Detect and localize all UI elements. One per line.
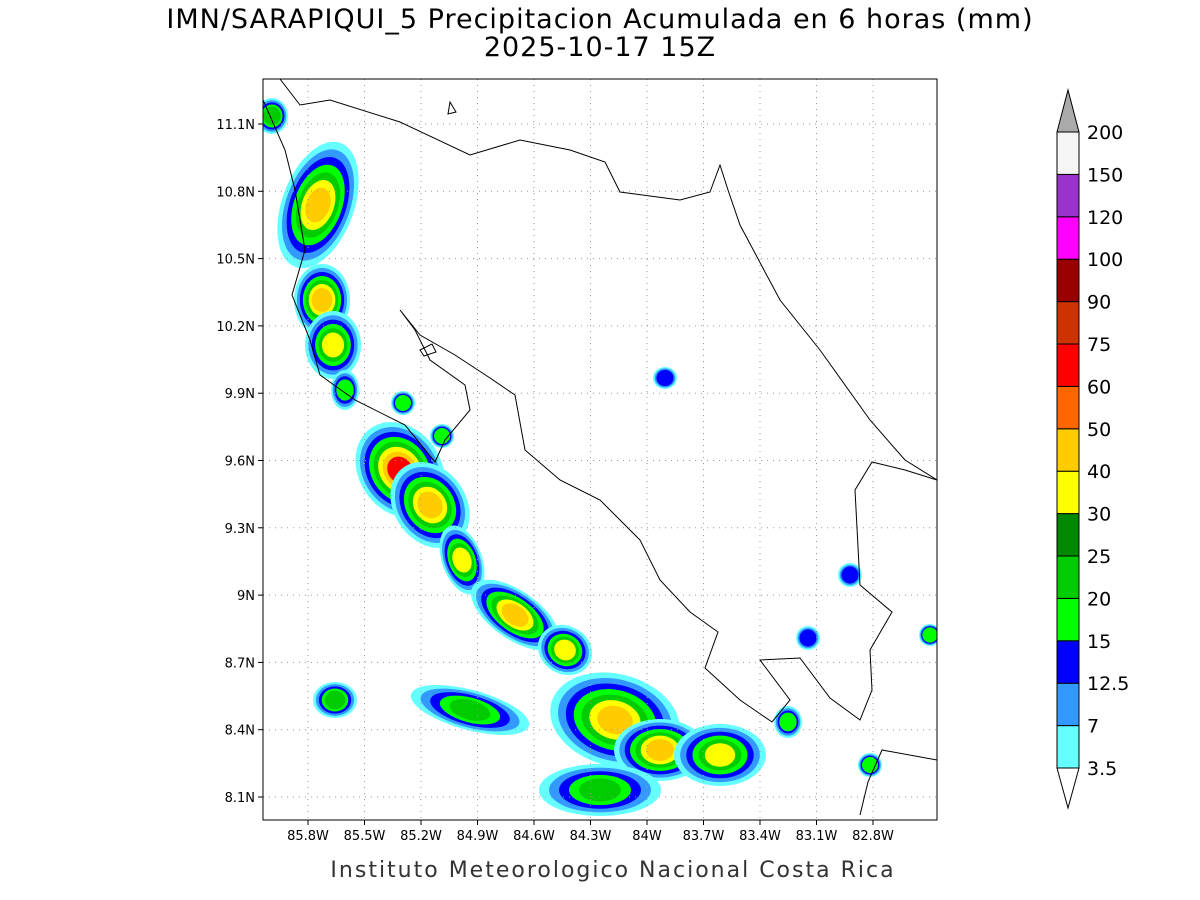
rain-contour bbox=[554, 639, 576, 661]
credit: Instituto Meteorologico Nacional Costa R… bbox=[330, 858, 895, 883]
colorbar-label: 12.5 bbox=[1087, 673, 1129, 695]
map-subtitle: 2025-10-17 15Z bbox=[484, 32, 716, 63]
colorbar-label: 7 bbox=[1087, 716, 1099, 738]
colorbar-box bbox=[1056, 513, 1080, 557]
colorbar-under bbox=[1056, 767, 1080, 810]
rain-contour bbox=[324, 690, 346, 710]
lon-tick-label: 85.8W bbox=[287, 829, 329, 844]
colorbar-over bbox=[1056, 88, 1080, 133]
rain-contour bbox=[311, 288, 333, 312]
lat-tick-label: 9N bbox=[237, 589, 255, 604]
lon-tick-label: 84.6W bbox=[513, 829, 555, 844]
colorbar-label: 100 bbox=[1087, 249, 1123, 271]
colorbar-label: 150 bbox=[1087, 164, 1123, 186]
lat-tick-label: 8.1N bbox=[225, 791, 255, 806]
precipitation-field bbox=[263, 98, 937, 816]
rain-contour bbox=[417, 491, 443, 519]
lon-tick-label: 84.9W bbox=[457, 829, 499, 844]
colorbar-box bbox=[1056, 682, 1080, 727]
rain-contour bbox=[646, 739, 674, 761]
colorbar-box bbox=[1056, 428, 1080, 472]
rain-contour bbox=[704, 743, 736, 767]
lat-tick-label: 9.3N bbox=[225, 522, 255, 537]
colorbar-label: 90 bbox=[1087, 292, 1111, 314]
lon-tick-label: 84W bbox=[632, 829, 662, 844]
colorbar: 3.5 7 12.5 15 20 25 30 40 50 60 75 90 100 120 150 200 bbox=[1056, 88, 1129, 810]
rain-contour bbox=[799, 629, 817, 647]
colorbar-box bbox=[1056, 597, 1080, 642]
rain-contour bbox=[395, 395, 411, 411]
colorbar-label: 20 bbox=[1087, 588, 1111, 610]
lat-tick-label: 11.1N bbox=[216, 118, 255, 133]
coastlines bbox=[263, 79, 937, 816]
rain-contour bbox=[597, 705, 633, 735]
colorbar-label: 3.5 bbox=[1087, 758, 1117, 780]
lon-tick-label: 85.2W bbox=[400, 829, 442, 844]
colorbar-box bbox=[1056, 258, 1080, 303]
colorbar-box bbox=[1056, 640, 1080, 684]
rain-contour bbox=[434, 428, 450, 444]
rain-contour bbox=[656, 369, 674, 387]
rain-contour bbox=[305, 187, 331, 223]
colorbar-box bbox=[1056, 216, 1080, 260]
lon-tick-label: 85.5W bbox=[344, 829, 386, 844]
lat-tick-label: 10.5N bbox=[216, 253, 255, 268]
lon-tick-label: 83.4W bbox=[739, 829, 781, 844]
map-title: IMN/SARAPIQUI_5 Precipitacion Acumulada … bbox=[166, 4, 1033, 35]
colorbar-label: 30 bbox=[1087, 504, 1111, 526]
rain-contour bbox=[501, 603, 529, 627]
rain-contour bbox=[449, 699, 491, 721]
lon-tick-label: 83.1W bbox=[796, 829, 838, 844]
colorbar-label: 60 bbox=[1087, 376, 1111, 398]
rain-contour bbox=[452, 547, 472, 573]
rain-contour bbox=[779, 712, 797, 732]
lon-tick-label: 82.8W bbox=[852, 829, 894, 844]
colorbar-box bbox=[1056, 301, 1080, 345]
colorbar-label: 75 bbox=[1087, 334, 1111, 356]
lat-tick-label: 10.8N bbox=[216, 185, 255, 200]
lat-tick-label: 8.7N bbox=[225, 656, 255, 671]
lat-tick-label: 8.4N bbox=[225, 724, 255, 739]
lat-tick-label: 9.6N bbox=[225, 455, 255, 470]
lat-tick-label: 10.2N bbox=[216, 320, 255, 335]
rain-contour bbox=[336, 379, 354, 401]
colorbar-label: 50 bbox=[1087, 419, 1111, 441]
axis-ticks: 85.8W 85.5W 85.2W 84.9W 84.6W 84.3W 84W 83.7W 83… bbox=[216, 118, 894, 844]
colorbar-box bbox=[1056, 173, 1080, 218]
lat-tick-label: 9.9N bbox=[225, 387, 255, 402]
colorbar-box bbox=[1056, 725, 1080, 769]
lon-tick-label: 84.3W bbox=[570, 829, 612, 844]
rain-contour bbox=[841, 566, 859, 584]
colorbar-label: 15 bbox=[1087, 631, 1111, 653]
colorbar-box bbox=[1056, 555, 1080, 599]
rain-contour bbox=[579, 778, 621, 802]
colorbar-label: 200 bbox=[1087, 122, 1123, 144]
grid bbox=[263, 79, 937, 820]
colorbar-label: 25 bbox=[1087, 546, 1111, 568]
colorbar-box bbox=[1056, 131, 1080, 175]
rain-contour bbox=[922, 627, 937, 643]
rain-contour bbox=[321, 332, 345, 358]
rain-contour bbox=[263, 106, 281, 126]
colorbar-box bbox=[1056, 470, 1080, 515]
map-frame bbox=[262, 78, 938, 821]
colorbar-label: 120 bbox=[1087, 207, 1123, 229]
colorbar-box bbox=[1056, 385, 1080, 430]
lon-tick-label: 83.7W bbox=[683, 829, 725, 844]
colorbar-label: 40 bbox=[1087, 461, 1111, 483]
colorbar-box bbox=[1056, 343, 1080, 387]
